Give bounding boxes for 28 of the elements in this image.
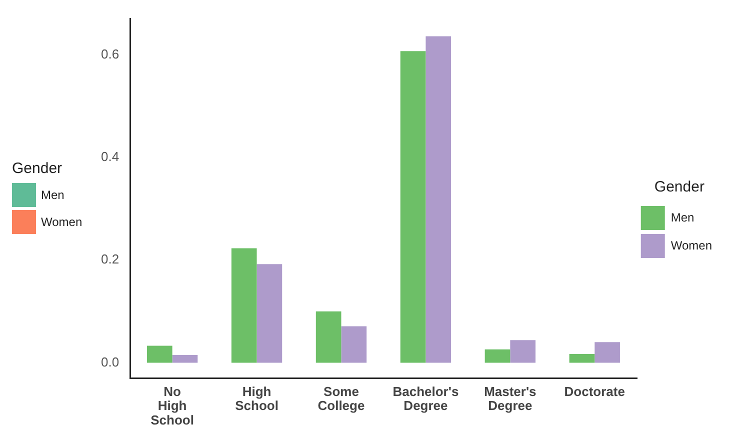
bar (569, 354, 595, 363)
bar (172, 355, 198, 363)
x-tick-label: No High School (150, 384, 194, 428)
y-tick-label: 0.2 (100, 252, 120, 267)
legend-label: Women (670, 238, 712, 252)
bar (231, 248, 257, 363)
bar (510, 340, 536, 363)
text: Women (41, 214, 82, 228)
text: Gender (12, 160, 64, 177)
bar (594, 342, 620, 363)
bar (484, 349, 510, 363)
bar (400, 51, 426, 363)
y-tick-label: 0.6 (100, 46, 120, 62)
y-tick-label: 0.0 (100, 354, 120, 370)
text: Men (41, 188, 64, 202)
bar (426, 36, 452, 363)
y-tick-label: 0.4 (100, 148, 120, 164)
x-tick-label: Doctorate (564, 384, 625, 399)
x-tick-label: Master's Degree (484, 384, 536, 414)
legend-label: Men (670, 210, 694, 224)
legend-title: Gender (654, 178, 704, 196)
x-tick-label: Bachelor's Degree (392, 384, 459, 414)
x-tick-label: High School (235, 384, 278, 414)
x-tick-label: Some College (318, 384, 365, 414)
bar (341, 326, 367, 363)
bar (256, 264, 282, 363)
bar (316, 311, 342, 363)
bar (146, 346, 172, 363)
